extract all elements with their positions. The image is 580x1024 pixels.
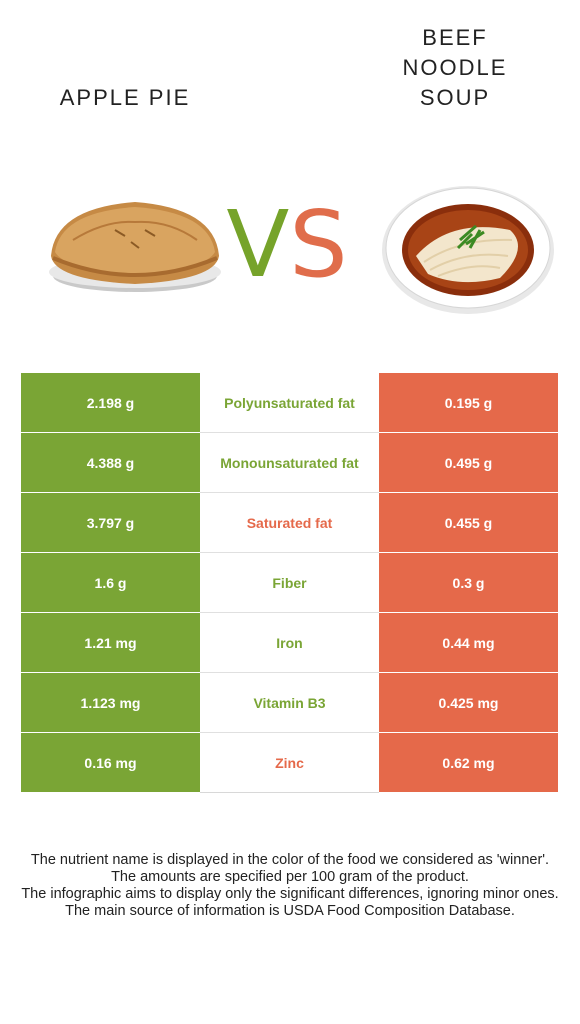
footer-line-4: The main source of information is USDA F… — [65, 903, 515, 919]
beef-noodle-soup-value: 0.3 g — [379, 553, 558, 613]
right-food-title: BEEF NOODLE SOUP — [355, 23, 555, 113]
table-row: 1.123 mg Vitamin B3 0.425 mg — [21, 673, 558, 733]
left-food-title: APPLE PIE — [59, 85, 191, 110]
beef-noodle-soup-value: 0.62 mg — [379, 733, 558, 793]
nutrient-comparison-table: 2.198 g Polyunsaturated fat 0.195 g 4.388 g… — [21, 373, 558, 793]
right-title-line-3: SOUP — [419, 85, 491, 110]
apple-pie-value: 1.123 mg — [21, 673, 200, 733]
vs-s-letter: S — [289, 191, 348, 298]
beef-noodle-soup-value: 0.44 mg — [379, 613, 558, 673]
beef-noodle-soup-value: 0.195 g — [379, 373, 558, 433]
nutrient-name: Saturated fat — [200, 493, 379, 553]
apple-pie-image — [49, 202, 221, 292]
beef-noodle-soup-image — [382, 186, 554, 314]
footer-line-3: The infographic aims to display only the… — [21, 886, 559, 902]
table-row: 3.797 g Saturated fat 0.455 g — [21, 493, 558, 553]
right-title-line-2: NOODLE — [402, 55, 508, 80]
apple-pie-value: 0.16 mg — [21, 733, 200, 793]
table-row: 0.16 mg Zinc 0.62 mg — [21, 733, 558, 793]
footer-line-2: The amounts are specified per 100 gram o… — [111, 869, 469, 885]
beef-noodle-soup-value: 0.495 g — [379, 433, 558, 493]
nutrient-name: Fiber — [200, 553, 379, 613]
footer-line-1: The nutrient name is displayed in the co… — [30, 852, 550, 868]
versus-label: VS — [222, 195, 352, 295]
nutrient-name: Zinc — [200, 733, 379, 793]
table-row: 1.6 g Fiber 0.3 g — [21, 553, 558, 613]
nutrient-name: Monounsaturated fat — [200, 433, 379, 493]
beef-noodle-soup-value: 0.455 g — [379, 493, 558, 553]
apple-pie-value: 4.388 g — [21, 433, 200, 493]
apple-pie-value: 3.797 g — [21, 493, 200, 553]
right-title-line-1: BEEF — [422, 25, 488, 50]
table-row: 1.21 mg Iron 0.44 mg — [21, 613, 558, 673]
nutrient-name: Polyunsaturated fat — [200, 373, 379, 433]
apple-pie-value: 1.21 mg — [21, 613, 200, 673]
nutrient-name: Iron — [200, 613, 379, 673]
apple-pie-value: 1.6 g — [21, 553, 200, 613]
vs-v-letter: V — [226, 191, 290, 298]
nutrient-name: Vitamin B3 — [200, 673, 379, 733]
table-row: 2.198 g Polyunsaturated fat 0.195 g — [21, 373, 558, 433]
footer-notes: The nutrient name is displayed in the co… — [20, 852, 560, 920]
apple-pie-value: 2.198 g — [21, 373, 200, 433]
beef-noodle-soup-value: 0.425 mg — [379, 673, 558, 733]
table-row: 4.388 g Monounsaturated fat 0.495 g — [21, 433, 558, 493]
